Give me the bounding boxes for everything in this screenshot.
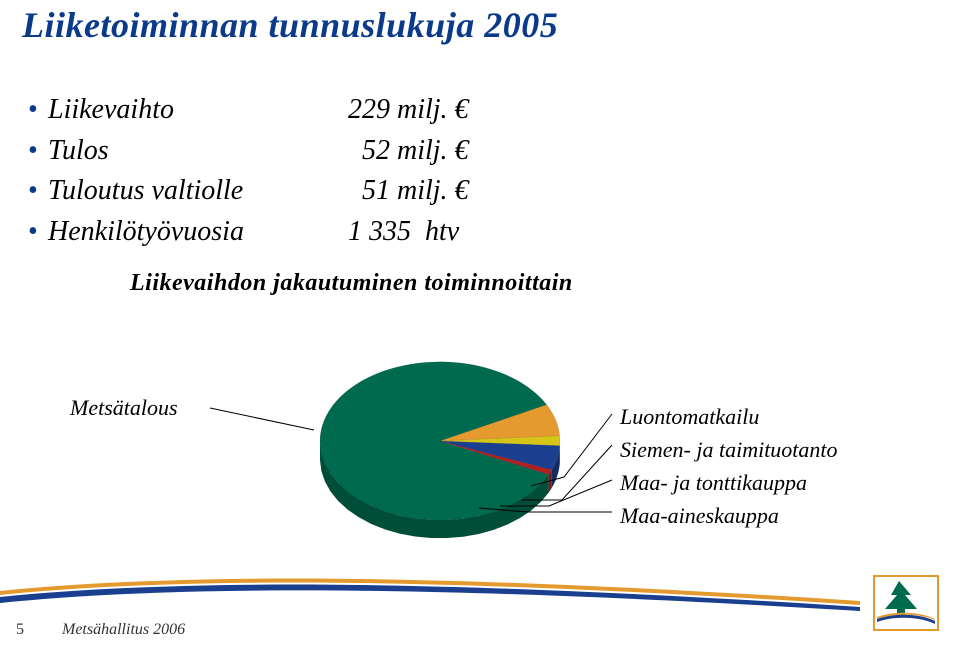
bullet-row: •Tulos 52 milj. € (28, 131, 469, 172)
bullet-label: Tuloutus valtiolle (48, 171, 348, 212)
bullet-value: 51 milj. € (348, 171, 469, 212)
bullet-value: 1 335 htv (348, 212, 459, 253)
bullet-row: •Henkilötyövuosia1 335 htv (28, 212, 469, 253)
page-number: 5 (16, 621, 24, 639)
bullet-value: 52 milj. € (348, 131, 469, 172)
pie-label-right: Maa- ja tonttikauppa (620, 466, 838, 499)
chart-subheading: Liikevaihdon jakautuminen toiminnoittain (130, 270, 573, 297)
bullet-label: Tulos (48, 131, 348, 172)
bullet-dot-icon: • (28, 131, 48, 172)
page-title: Liiketoiminnan tunnuslukuja 2005 (22, 4, 558, 46)
pie-labels-right: LuontomatkailuSiemen- ja taimituotantoMa… (620, 400, 838, 532)
bullet-label: Liikevaihto (48, 90, 348, 131)
pie-label-left: Metsätalous (70, 395, 178, 421)
pie-label-right: Maa-aineskauppa (620, 499, 838, 532)
bullet-dot-icon: • (28, 171, 48, 212)
pie-label-right: Luontomatkailu (620, 400, 838, 433)
bullet-dot-icon: • (28, 212, 48, 253)
pie-label-right: Siemen- ja taimituotanto (620, 433, 838, 466)
bullet-list: •Liikevaihto229 milj. €•Tulos 52 milj. €… (28, 90, 469, 252)
logo-icon (873, 575, 939, 631)
bullet-dot-icon: • (28, 90, 48, 131)
pie-chart (314, 315, 566, 567)
slide: Liiketoiminnan tunnuslukuja 2005 •Liikev… (0, 0, 959, 649)
bullet-row: •Liikevaihto229 milj. € (28, 90, 469, 131)
bullet-label: Henkilötyövuosia (48, 212, 348, 253)
bullet-value: 229 milj. € (348, 90, 469, 131)
footer-text: Metsähallitus 2006 (62, 621, 185, 639)
footer-wave (0, 571, 860, 611)
bullet-row: •Tuloutus valtiolle 51 milj. € (28, 171, 469, 212)
